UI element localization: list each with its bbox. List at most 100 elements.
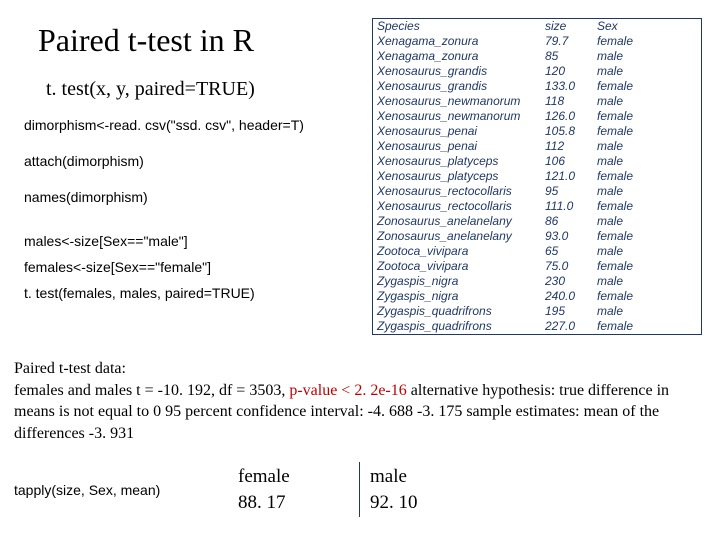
bottom-row: tapply(size, Sex, mean) female 88. 17 ma… — [14, 462, 574, 517]
table-row: Xenosaurus_grandis133.0female — [373, 79, 701, 94]
code-line-1: dimorphism<-read. csv("ssd. csv", header… — [24, 116, 304, 135]
table-row: Zygaspis_nigra230male — [373, 274, 701, 289]
cell-sex: male — [597, 64, 657, 79]
cell-size: 111.0 — [545, 199, 597, 214]
results-pvalue: p-value < 2. 2e-16 — [289, 382, 406, 399]
cell-sex: female — [597, 259, 657, 274]
table-row: Xenosaurus_newmanorum118male — [373, 94, 701, 109]
cell-species: Zygaspis_quadrifrons — [377, 319, 545, 334]
code-line-5: females<-size[Sex=="female"] — [24, 258, 211, 277]
cell-sex: female — [597, 79, 657, 94]
cell-species: Zootoca_vivipara — [377, 244, 545, 259]
table-header: Species size Sex — [373, 19, 701, 34]
cell-sex: male — [597, 274, 657, 289]
cell-species: Xenosaurus_rectocollaris — [377, 199, 545, 214]
cell-sex: female — [597, 199, 657, 214]
code-line-3: names(dimorphism) — [24, 188, 148, 207]
results-text: Paired t-test data: females and males t … — [14, 358, 706, 444]
table-row: Xenosaurus_newmanorum126.0female — [373, 109, 701, 124]
mean-male: male 92. 10 — [360, 462, 492, 517]
cell-size: 121.0 — [545, 169, 597, 184]
results-part1: Paired t-test data: — [14, 360, 126, 377]
code-line-6: t. test(females, males, paired=TRUE) — [24, 284, 255, 303]
table-row: Xenosaurus_rectocollaris95male — [373, 184, 701, 199]
cell-sex: female — [597, 289, 657, 304]
cell-species: Zygaspis_nigra — [377, 274, 545, 289]
cell-species: Xenosaurus_penai — [377, 124, 545, 139]
cell-sex: male — [597, 154, 657, 169]
table-row: Zootoca_vivipara75.0female — [373, 259, 701, 274]
cell-sex: male — [597, 94, 657, 109]
cell-size: 240.0 — [545, 289, 597, 304]
cell-sex: female — [597, 229, 657, 244]
cell-species: Zootoca_vivipara — [377, 259, 545, 274]
table-row: Xenosaurus_rectocollaris111.0female — [373, 199, 701, 214]
cell-size: 75.0 — [545, 259, 597, 274]
cell-sex: female — [597, 124, 657, 139]
cell-sex: male — [597, 304, 657, 319]
cell-size: 106 — [545, 154, 597, 169]
table-row: Zootoca_vivipara65male — [373, 244, 701, 259]
cell-size: 95 — [545, 184, 597, 199]
mean-male-value: 92. 10 — [370, 490, 482, 516]
cell-species: Xenagama_zonura — [377, 49, 545, 64]
cell-size: 86 — [545, 214, 597, 229]
mean-female-value: 88. 17 — [238, 490, 349, 516]
cell-species: Xenosaurus_platyceps — [377, 169, 545, 184]
table-row: Xenosaurus_grandis120male — [373, 64, 701, 79]
cell-sex: male — [597, 214, 657, 229]
cell-species: Xenosaurus_grandis — [377, 79, 545, 94]
tapply-code: tapply(size, Sex, mean) — [14, 482, 228, 498]
mean-table: female 88. 17 male 92. 10 — [228, 462, 492, 517]
mean-female-label: female — [238, 464, 349, 490]
cell-size: 195 — [545, 304, 597, 319]
cell-size: 112 — [545, 139, 597, 154]
cell-sex: male — [597, 49, 657, 64]
cell-sex: female — [597, 34, 657, 49]
mean-female: female 88. 17 — [228, 462, 360, 517]
cell-size: 105.8 — [545, 124, 597, 139]
page-title: Paired t-test in R — [38, 22, 254, 59]
subtitle: t. test(x, y, paired=TRUE) — [46, 78, 255, 101]
cell-size: 85 — [545, 49, 597, 64]
table-row: Xenosaurus_platyceps121.0female — [373, 169, 701, 184]
cell-species: Xenosaurus_rectocollaris — [377, 184, 545, 199]
table-row: Zonosaurus_anelanelany86male — [373, 214, 701, 229]
cell-species: Zonosaurus_anelanelany — [377, 229, 545, 244]
cell-species: Xenagama_zonura — [377, 34, 545, 49]
cell-size: 126.0 — [545, 109, 597, 124]
table-row: Zygaspis_quadrifrons195male — [373, 304, 701, 319]
table-row: Xenagama_zonura79.7female — [373, 34, 701, 49]
cell-species: Xenosaurus_penai — [377, 139, 545, 154]
cell-sex: male — [597, 244, 657, 259]
cell-size: 133.0 — [545, 79, 597, 94]
table-row: Xenosaurus_penai112male — [373, 139, 701, 154]
results-part2: females and males t = -10. 192, df = 350… — [14, 382, 289, 399]
header-species: Species — [377, 19, 545, 34]
code-line-4: males<-size[Sex=="male"] — [24, 232, 188, 251]
cell-sex: female — [597, 169, 657, 184]
cell-sex: female — [597, 319, 657, 334]
cell-size: 65 — [545, 244, 597, 259]
header-sex: Sex — [597, 19, 657, 34]
cell-species: Zygaspis_nigra — [377, 289, 545, 304]
cell-sex: male — [597, 139, 657, 154]
cell-species: Xenosaurus_newmanorum — [377, 94, 545, 109]
cell-size: 93.0 — [545, 229, 597, 244]
cell-species: Zonosaurus_anelanelany — [377, 214, 545, 229]
cell-size: 230 — [545, 274, 597, 289]
table-row: Zygaspis_nigra240.0female — [373, 289, 701, 304]
cell-size: 120 — [545, 64, 597, 79]
table-row: Xenagama_zonura85male — [373, 49, 701, 64]
data-table: Species size Sex Xenagama_zonura79.7fema… — [372, 18, 702, 335]
cell-size: 79.7 — [545, 34, 597, 49]
table-row: Xenosaurus_platyceps106male — [373, 154, 701, 169]
table-row: Zygaspis_quadrifrons227.0female — [373, 319, 701, 334]
header-size: size — [545, 19, 597, 34]
table-row: Zonosaurus_anelanelany93.0female — [373, 229, 701, 244]
cell-species: Xenosaurus_grandis — [377, 64, 545, 79]
cell-species: Zygaspis_quadrifrons — [377, 304, 545, 319]
code-line-2: attach(dimorphism) — [24, 152, 144, 171]
cell-species: Xenosaurus_newmanorum — [377, 109, 545, 124]
cell-sex: female — [597, 109, 657, 124]
